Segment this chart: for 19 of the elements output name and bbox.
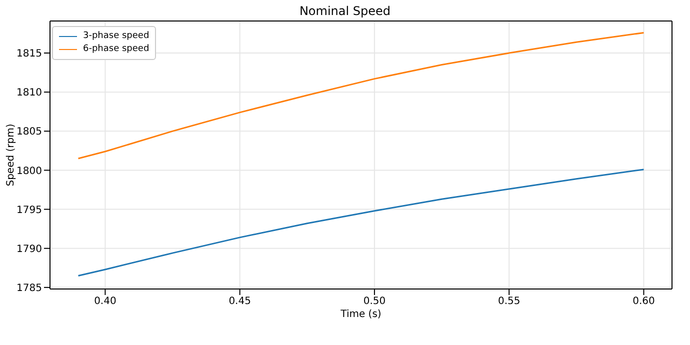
y-tick-label: 1795 <box>16 204 42 216</box>
x-tick-label: 0.60 <box>632 296 655 308</box>
x-tick-label: 0.50 <box>363 296 386 308</box>
y-tick-label: 1805 <box>16 126 42 138</box>
line-series <box>78 168 644 276</box>
line-series <box>78 32 644 160</box>
legend-label: 3-phase speed <box>83 30 150 43</box>
y-tick-label: 1790 <box>16 244 42 255</box>
x-tick-label: 0.40 <box>94 296 116 308</box>
legend-label: 6-phase speed <box>83 43 150 56</box>
x-tick-label: 0.55 <box>498 296 520 308</box>
y-tick-label: 1800 <box>16 166 42 177</box>
y-tick-label: 1810 <box>16 88 42 99</box>
y-tick-label: 1785 <box>16 282 42 294</box>
y-tick-label: 1815 <box>16 48 42 60</box>
chart-title: Nominal Speed <box>298 4 392 18</box>
y-axis-title: Speed (rpm) <box>6 124 17 186</box>
x-axis-title: Time (s) <box>340 309 382 320</box>
x-tick-label: 0.45 <box>228 296 251 308</box>
